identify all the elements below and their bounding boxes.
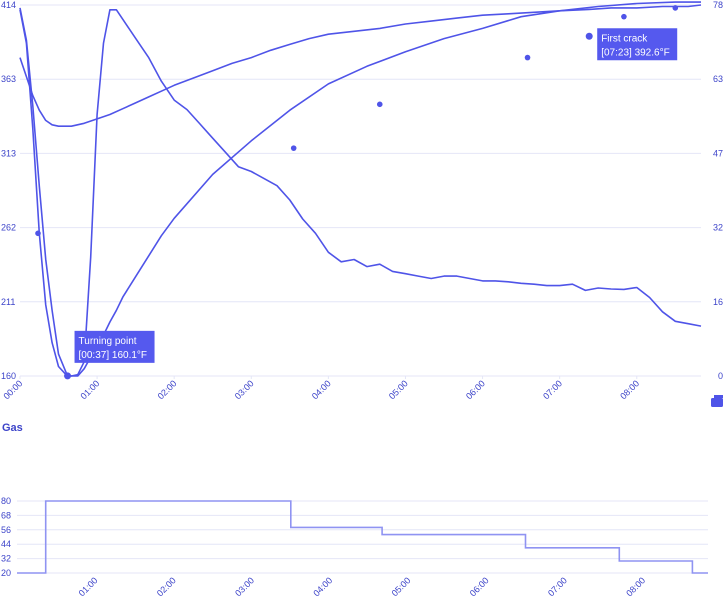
annotation-box <box>597 28 678 61</box>
gas-y-tick-label: 32 <box>1 554 11 564</box>
gas-grid <box>17 500 708 574</box>
series-line-2 <box>19 4 702 127</box>
y-left-tick-label: 313 <box>1 148 16 158</box>
y-right-tick-label: 32 <box>713 223 723 233</box>
corner-legend-icon[interactable] <box>711 395 723 407</box>
gas-x-tick-label: 08:00 <box>624 575 647 598</box>
gas-y-tick-label: 80 <box>1 496 11 506</box>
y-left-tick-label: 160 <box>1 371 16 381</box>
gas-x-tick-label: 01:00 <box>77 575 100 598</box>
y-right-tick-label: 16 <box>713 297 723 307</box>
x-tick-label: 02:00 <box>156 378 179 401</box>
gas-series-line <box>17 500 708 574</box>
annotation-value: [00:37] 160.1°F <box>79 350 147 361</box>
annotation-point <box>585 32 593 40</box>
y-left-tick-label: 414 <box>1 0 16 10</box>
event-marker <box>376 101 383 108</box>
x-tick-label: 08:00 <box>618 378 641 401</box>
gas-y-tick-label: 56 <box>1 525 11 535</box>
gas-x-tick-label: 05:00 <box>390 575 413 598</box>
gas-chart-title: Gas <box>2 422 23 434</box>
gas-y-tick-label: 44 <box>1 539 11 549</box>
gas-series <box>17 500 708 574</box>
y-right-tick-label: 0 <box>718 371 723 381</box>
annotation-point <box>64 372 72 380</box>
gas-y-tick-label: 20 <box>1 568 11 578</box>
x-tick-label: 07:00 <box>541 378 564 401</box>
gas-y-tick-label: 68 <box>1 510 11 520</box>
event-marker <box>35 230 41 237</box>
y-right-tick-label: 63 <box>713 74 723 84</box>
annotation-value: [07:23] 392.6°F <box>601 47 670 58</box>
x-tick-label: 05:00 <box>387 378 410 401</box>
x-tick-label: 01:00 <box>79 378 102 401</box>
x-tick-label: 03:00 <box>233 378 256 401</box>
event-marker <box>290 145 297 151</box>
gas-x-tick-label: 04:00 <box>311 575 334 598</box>
event-marker <box>621 13 627 20</box>
main-grid <box>20 4 701 377</box>
gas-x-tick-label: 02:00 <box>155 575 178 598</box>
y-right-tick-label: 47 <box>713 148 723 158</box>
main-series <box>19 1 702 377</box>
gas-x-tick-label: 07:00 <box>546 575 569 598</box>
annotations: Turning point [00:37] 160.1°F First crack [… <box>64 28 678 380</box>
y-right-tick-label: 78 <box>713 0 723 10</box>
x-tick-label: 06:00 <box>464 378 487 401</box>
y-left-tick-label: 262 <box>1 223 16 233</box>
series-line-1 <box>19 1 701 377</box>
annotation-label: First crack <box>601 33 648 44</box>
event-marker <box>524 54 531 61</box>
y-left-tick-label: 211 <box>1 297 15 307</box>
gas-x-tick-label: 03:00 <box>233 575 256 598</box>
y-left-tick-label: 363 <box>1 74 16 84</box>
annotation-box <box>74 330 155 363</box>
gas-x-tick-label: 06:00 <box>468 575 491 598</box>
x-tick-label: 00:00 <box>1 378 24 401</box>
series-line-3 <box>19 9 702 377</box>
annotation-label: Turning point <box>79 336 137 347</box>
x-tick-label: 04:00 <box>310 378 333 401</box>
event-marker <box>672 5 679 11</box>
